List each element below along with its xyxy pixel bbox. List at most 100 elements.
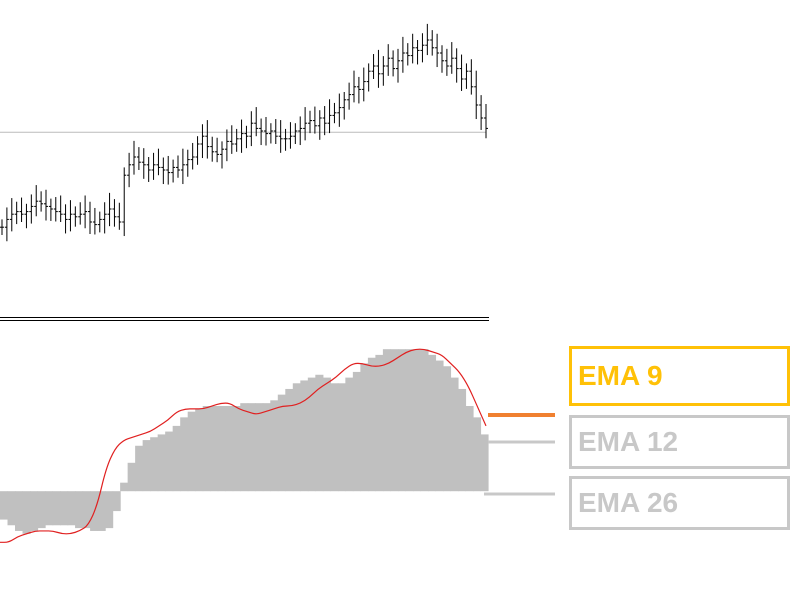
price-bar [132, 140, 136, 175]
price-bar [337, 93, 342, 127]
price-bar [224, 129, 229, 162]
price-bar [34, 185, 39, 217]
histogram-bar [105, 491, 114, 529]
histogram-bar [172, 425, 181, 492]
price-bar [127, 152, 132, 188]
price-bar [68, 200, 73, 232]
histogram-bar [15, 491, 24, 531]
price-bar [366, 63, 371, 92]
price-bar [102, 202, 107, 234]
legend-ema26-label: EMA 26 [578, 487, 679, 518]
price-bar [78, 202, 83, 225]
histogram-bar [202, 406, 211, 492]
price-bar [391, 50, 396, 77]
price-bar [97, 211, 102, 233]
price-bar [469, 59, 474, 95]
histogram-bar [435, 360, 444, 492]
price-bar [146, 157, 151, 182]
price-bar [479, 95, 484, 130]
histogram-bar [345, 377, 354, 492]
price-bar [166, 155, 171, 185]
histogram-bar [390, 349, 399, 492]
histogram-bar [285, 388, 294, 492]
price-bar [259, 118, 264, 146]
histogram-bar [195, 408, 204, 492]
price-bar [288, 122, 293, 149]
price-bar [185, 149, 190, 177]
price-bar [44, 189, 48, 221]
price-bar [210, 136, 215, 162]
price-bar [464, 63, 469, 89]
price-bar [195, 136, 200, 165]
price-bar [386, 44, 391, 76]
price-bar [234, 128, 239, 152]
price-bar [396, 48, 400, 83]
price-bar [356, 76, 361, 104]
price-bar [0, 219, 4, 235]
histogram-bar [60, 491, 69, 526]
price-bar [29, 194, 34, 224]
histogram-bar [150, 437, 159, 492]
price-bar [264, 116, 268, 146]
price-bar [9, 198, 14, 232]
histogram-bar [52, 491, 61, 526]
price-bar [425, 23, 430, 56]
price-bar [410, 33, 415, 64]
indicator-pane [0, 348, 489, 543]
price-bar [19, 197, 24, 222]
histogram-bar [465, 406, 474, 492]
price-bar [151, 152, 156, 180]
price-bar [293, 123, 298, 144]
price-bar [342, 92, 347, 120]
price-bar [39, 191, 44, 212]
price-bar [415, 40, 420, 65]
histogram-bar [165, 431, 174, 492]
price-pane [0, 23, 488, 242]
price-bar [303, 107, 308, 141]
price-bar [278, 120, 283, 153]
price-bar [92, 207, 97, 235]
histogram-bar [217, 406, 226, 492]
histogram-bar [142, 440, 151, 492]
price-bar [239, 119, 244, 153]
histogram-bar [157, 434, 166, 492]
legend-ema12: EMA 12 [569, 415, 790, 469]
price-bar [435, 33, 440, 68]
price-bar [361, 67, 366, 102]
price-bar [83, 195, 88, 229]
histogram-bar [315, 374, 324, 492]
histogram-bar [375, 354, 384, 492]
price-bar [327, 99, 332, 134]
legend-ema9-label: EMA 9 [578, 360, 663, 391]
price-bar [161, 157, 166, 185]
price-bar [449, 42, 454, 74]
price-bar [352, 70, 356, 103]
histogram-bar [112, 491, 121, 512]
price-bar [298, 116, 303, 146]
histogram-bar [405, 349, 414, 492]
price-bar [273, 119, 278, 144]
price-bar [117, 202, 122, 230]
histogram-bar [232, 406, 241, 492]
price-bar [220, 141, 224, 169]
price-bar [229, 125, 234, 154]
price-bar [88, 201, 92, 234]
price-bar [308, 110, 312, 134]
histogram-bar [75, 491, 84, 529]
price-bar [200, 124, 205, 159]
price-bar [249, 111, 254, 147]
price-bar [53, 197, 58, 222]
histogram-bar [330, 383, 339, 492]
price-bar [312, 106, 317, 134]
legend-ema26: EMA 26 [569, 476, 790, 530]
price-bar [371, 54, 376, 79]
price-bar [63, 204, 68, 234]
price-bar [347, 82, 352, 110]
price-bar [317, 110, 322, 140]
histogram-bar [67, 491, 76, 526]
histogram-bar [120, 482, 129, 492]
histogram-bar [0, 491, 9, 520]
histogram-bar [420, 349, 429, 492]
price-bar [400, 36, 405, 73]
